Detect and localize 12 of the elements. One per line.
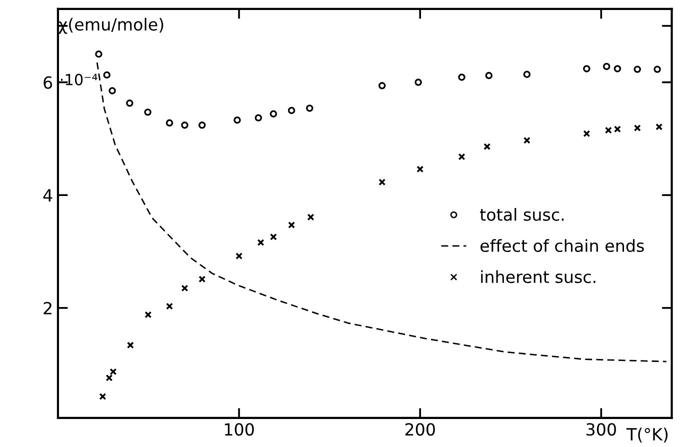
y-tick-label: 2 [44, 302, 52, 314]
x-tick-label: 200 [405, 423, 435, 436]
x-tick-label: 300 [586, 423, 616, 436]
legend-label: inherent susc. [481, 270, 596, 284]
x-tick-label: 100 [224, 423, 254, 436]
y-tick-label: 6 [44, 76, 52, 89]
y-axis-title: χ(emu/mole) [58, 18, 164, 34]
x-axis-title: T(°K) [626, 428, 668, 443]
legend-label: total susc. [480, 208, 564, 221]
y-tick-label: 4 [43, 189, 52, 202]
annotation: ·10⁻⁴ [60, 74, 98, 86]
legend-label: effect of chain ends [480, 239, 644, 252]
